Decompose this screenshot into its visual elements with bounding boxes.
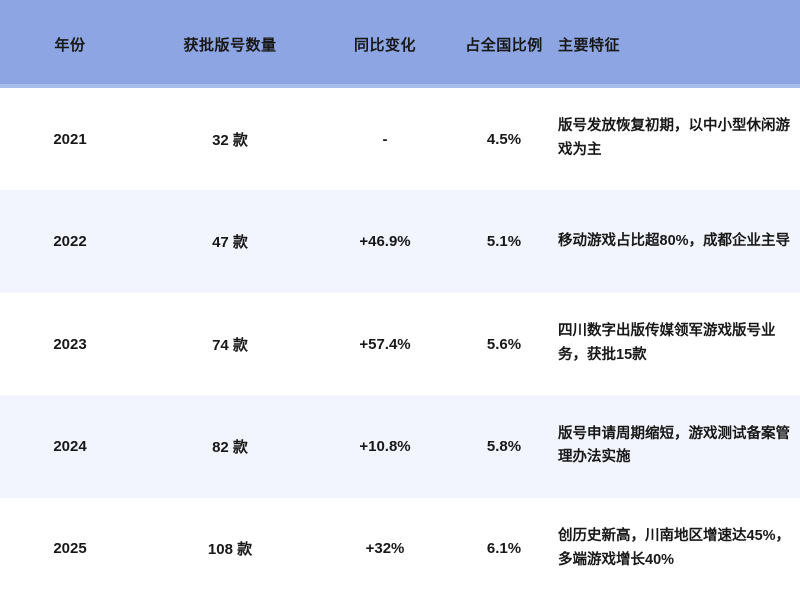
column-header-share: 占全国比例: [465, 36, 543, 54]
cell-share: 5.6%: [486, 335, 522, 353]
table-row: 2023 74 款 +57.4% 5.6% 四川数字出版传媒领军游戏版号业务，获…: [0, 292, 800, 396]
cell-yoy: -: [382, 130, 388, 148]
cell-feature-text: 版号申请周期缩短，游戏测试备案管理办法实施: [558, 425, 790, 466]
column-header-feature: 主要特征: [558, 36, 621, 54]
cell-feature: 移动游戏占比超80%，成都企业主导: [558, 230, 800, 254]
cell-share: 5.8%: [486, 437, 522, 455]
column-header-yoy: 同比变化: [353, 36, 416, 54]
cell-count: 108 款: [207, 541, 253, 559]
cell-count: 82 款: [212, 438, 248, 456]
cell-feature-text: 四川数字出版传媒领军游戏版号业务，获批15款: [558, 323, 776, 364]
cell-feature-text: 创历史新高，川南地区增速达45%，多端游戏增长40%: [558, 527, 791, 568]
cell-feature-text: 版号发放恢复初期，以中小型休闲游戏为主: [558, 118, 790, 159]
table-row: 2024 82 款 +10.8% 5.8% 版号申请周期缩短，游戏测试备案管理办…: [0, 395, 800, 498]
cell-yoy: +10.8%: [359, 437, 411, 455]
cell-count: 32 款: [212, 131, 248, 149]
table-row: 2022 47 款 +46.9% 5.1% 移动游戏占比超80%，成都企业主导: [0, 190, 800, 293]
cell-feature: 四川数字出版传媒领军游戏版号业务，获批15款: [558, 320, 800, 368]
cell-share: 6.1%: [486, 540, 522, 558]
cell-yoy: +46.9%: [359, 233, 411, 251]
cell-count: 74 款: [212, 336, 248, 354]
table-header-row: 年份 获批版号数量 同比变化 占全国比例 主要特征: [0, 0, 800, 88]
cell-year: 2023: [53, 335, 87, 353]
table-row: 2021 32 款 - 4.5% 版号发放恢复初期，以中小型休闲游戏为主: [0, 88, 800, 191]
cell-yoy: +57.4%: [359, 335, 411, 353]
cell-year: 2024: [53, 437, 87, 455]
cell-year: 2021: [53, 130, 87, 148]
cell-yoy: +32%: [365, 540, 405, 558]
cell-share: 4.5%: [486, 130, 522, 148]
cell-year: 2022: [53, 233, 87, 251]
cell-feature: 版号发放恢复初期，以中小型休闲游戏为主: [558, 115, 800, 163]
column-header-year: 年份: [54, 36, 86, 54]
cell-share: 5.1%: [486, 233, 522, 251]
cell-feature-text: 移动游戏占比超80%，成都企业主导: [558, 232, 791, 249]
cell-feature: 创历史新高，川南地区增速达45%，多端游戏增长40%: [558, 525, 800, 573]
column-header-count: 获批版号数量: [183, 36, 277, 54]
cell-count: 47 款: [212, 234, 248, 252]
table-body: 2021 32 款 - 4.5% 版号发放恢复初期，以中小型休闲游戏为主 202…: [0, 88, 800, 600]
table-row: 2025 108 款 +32% 6.1% 创历史新高，川南地区增速达45%，多端…: [0, 497, 800, 600]
cell-year: 2025: [53, 540, 87, 558]
cell-feature: 版号申请周期缩短，游戏测试备案管理办法实施: [558, 423, 800, 471]
